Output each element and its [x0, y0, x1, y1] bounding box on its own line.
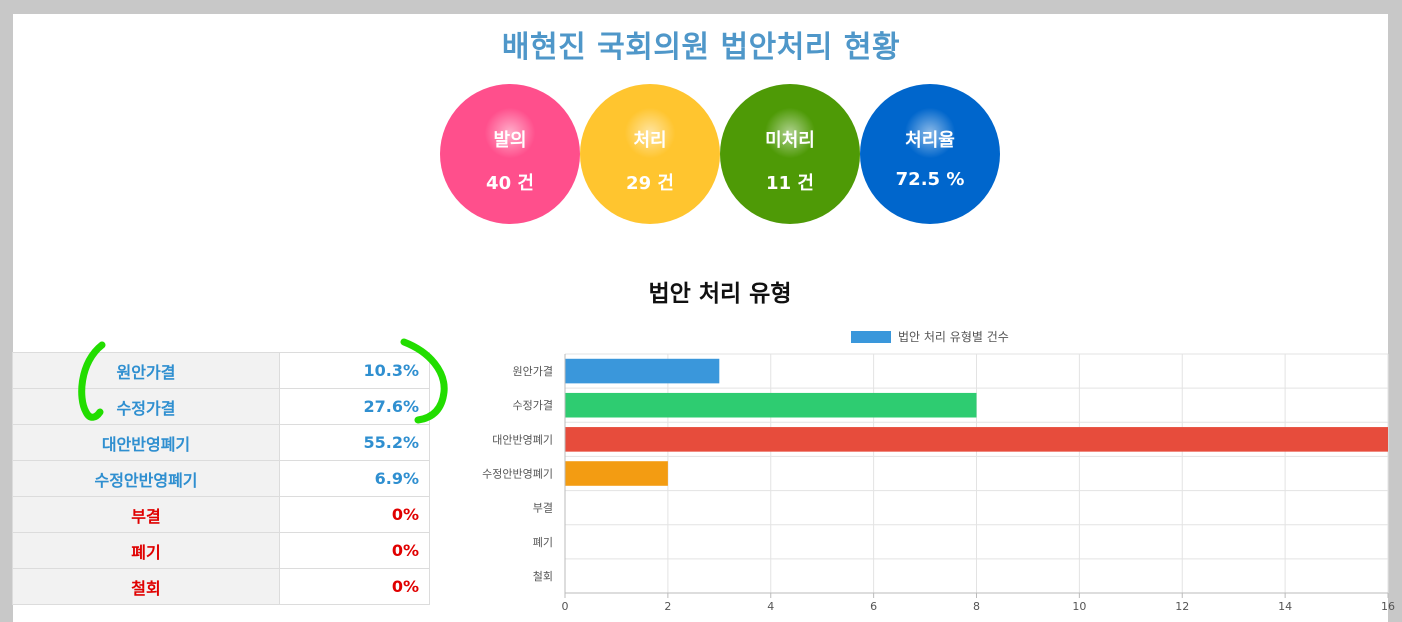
rate-value: 0%: [279, 568, 430, 605]
table-row: 철회 0%: [12, 568, 430, 605]
table-row: 수정안반영폐기 6.9%: [12, 460, 430, 497]
stat-value: 72.5 %: [895, 169, 965, 190]
stat-label: 발의: [493, 130, 527, 151]
stat-value: 11 건: [766, 173, 814, 194]
section-title: 법안 처리 유형: [648, 281, 792, 307]
rate-name: 대안반영폐기: [12, 424, 280, 461]
table-row: 원안가결 10.3%: [12, 352, 430, 389]
legend-label: 법안 처리 유형별 건수: [898, 330, 1009, 344]
stat-label: 미처리: [765, 130, 815, 151]
bar: [565, 461, 668, 486]
page-title: 배현진 국회의원 법안처리 현황: [501, 30, 901, 65]
rate-name: 부결: [12, 496, 280, 533]
stat-value: 40 건: [486, 173, 534, 194]
table-row: 대안반영폐기 55.2%: [12, 424, 430, 461]
right-bracket-mark: [400, 338, 448, 424]
rate-value: 0%: [279, 496, 430, 533]
bar: [565, 427, 1388, 452]
rate-value: 10.3%: [279, 352, 430, 389]
x-tick-label: 2: [664, 600, 671, 613]
stat-value: 29 건: [626, 173, 674, 194]
rate-value: 27.6%: [279, 388, 430, 425]
x-tick-label: 14: [1278, 600, 1292, 613]
table-row: 부결 0%: [12, 496, 430, 533]
rate-value: 6.9%: [279, 460, 430, 497]
x-tick-label: 16: [1381, 600, 1395, 613]
left-bracket-mark: [78, 341, 106, 421]
rate-name: 수정안반영폐기: [12, 460, 280, 497]
y-tick-label: 수정가결: [513, 399, 553, 412]
stat-label: 처리: [633, 130, 667, 151]
y-tick-label: 대안반영폐기: [492, 433, 553, 446]
rates-table: 원안가결 10.3% 수정가결 27.6% 대안반영폐기 55.2% 수정안반영…: [12, 352, 430, 605]
legend-swatch: [851, 331, 891, 343]
x-tick-label: 10: [1072, 600, 1086, 613]
stat-circle-rate: 처리율 72.5 %: [860, 84, 1000, 224]
y-tick-label: 수정안반영폐기: [482, 468, 553, 481]
y-tick-label: 철회: [533, 570, 553, 583]
x-tick-label: 4: [767, 600, 774, 613]
y-tick-label: 부결: [533, 502, 553, 515]
rate-name: 철회: [12, 568, 280, 605]
x-tick-label: 8: [973, 600, 980, 613]
table-row: 폐기 0%: [12, 532, 430, 569]
x-tick-label: 6: [870, 600, 877, 613]
bar: [565, 392, 977, 418]
rate-value: 55.2%: [279, 424, 430, 461]
stat-circle-proposed: 발의 40 건: [440, 84, 580, 224]
x-tick-label: 12: [1175, 600, 1189, 613]
stat-circle-unprocessed: 미처리 11 건: [720, 84, 860, 224]
stat-label: 처리율: [905, 130, 955, 151]
bar: [565, 358, 720, 384]
y-tick-label: 원안가결: [513, 365, 553, 378]
x-tick-label: 0: [562, 600, 569, 613]
rate-name: 폐기: [12, 532, 280, 569]
rate-name: 원안가결: [12, 352, 280, 389]
y-tick-label: 폐기: [533, 536, 553, 549]
rate-value: 0%: [279, 532, 430, 569]
stat-circle-processed: 처리 29 건: [580, 84, 720, 224]
